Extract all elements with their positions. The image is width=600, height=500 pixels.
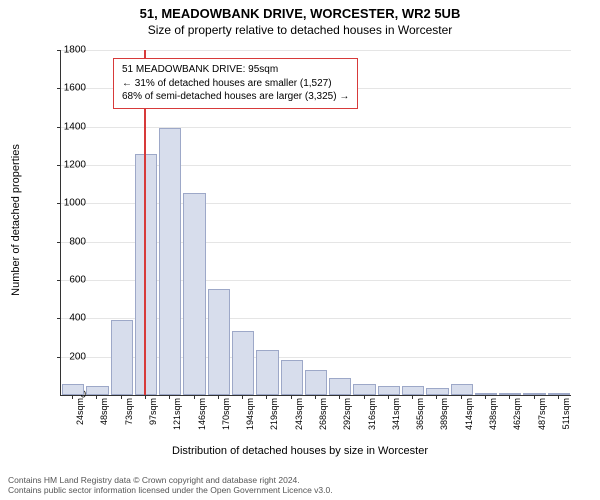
- x-tick-label: 268sqm: [318, 398, 328, 430]
- x-tick-label: 48sqm: [99, 398, 109, 425]
- y-tick-label: 1400: [46, 121, 86, 132]
- x-tick-mark: [72, 395, 73, 399]
- x-tick-mark: [534, 395, 535, 399]
- x-tick-mark: [364, 395, 365, 399]
- x-tick-label: 389sqm: [439, 398, 449, 430]
- histogram-bar: [402, 386, 424, 395]
- histogram-bar: [232, 331, 254, 395]
- histogram-bar: [256, 350, 278, 395]
- x-tick-mark: [412, 395, 413, 399]
- chart-container: 51, MEADOWBANK DRIVE, WORCESTER, WR2 5UB…: [0, 0, 600, 500]
- x-tick-label: 438sqm: [488, 398, 498, 430]
- x-tick-mark: [315, 395, 316, 399]
- y-tick-label: 400: [46, 313, 86, 324]
- histogram-bar: [281, 360, 303, 395]
- grid-line: [61, 127, 571, 128]
- annotation-line-3: 68% of semi-detached houses are larger (…: [122, 90, 349, 104]
- annotation-line-2: ← 31% of detached houses are smaller (1,…: [122, 77, 349, 91]
- y-tick-label: 200: [46, 351, 86, 362]
- x-tick-mark: [485, 395, 486, 399]
- x-tick-label: 316sqm: [367, 398, 377, 430]
- histogram-bar: [353, 384, 375, 396]
- annotation-box: 51 MEADOWBANK DRIVE: 95sqm ← 31% of deta…: [113, 58, 358, 109]
- y-tick-label: 1600: [46, 83, 86, 94]
- histogram-bar: [378, 386, 400, 395]
- x-tick-mark: [194, 395, 195, 399]
- x-tick-label: 121sqm: [172, 398, 182, 430]
- x-tick-mark: [291, 395, 292, 399]
- histogram-bar: [111, 320, 133, 395]
- histogram-bar: [62, 384, 84, 395]
- histogram-bar: [159, 128, 181, 395]
- x-tick-mark: [121, 395, 122, 399]
- y-tick-label: 1800: [46, 45, 86, 56]
- x-tick-label: 243sqm: [294, 398, 304, 430]
- x-tick-label: 146sqm: [197, 398, 207, 430]
- x-axis-label: Distribution of detached houses by size …: [0, 445, 600, 457]
- histogram-bar: [475, 393, 497, 395]
- x-tick-mark: [218, 395, 219, 399]
- histogram-bar: [548, 393, 570, 395]
- x-tick-label: 73sqm: [124, 398, 134, 425]
- x-tick-mark: [388, 395, 389, 399]
- x-tick-mark: [242, 395, 243, 399]
- x-tick-mark: [558, 395, 559, 399]
- plot-area: 51 MEADOWBANK DRIVE: 95sqm ← 31% of deta…: [60, 50, 571, 396]
- footer-line-2: Contains public sector information licen…: [8, 485, 592, 496]
- footer-attribution: Contains HM Land Registry data © Crown c…: [8, 475, 592, 496]
- histogram-bar: [426, 388, 448, 395]
- x-tick-label: 511sqm: [561, 398, 571, 429]
- x-tick-label: 97sqm: [148, 398, 158, 425]
- y-axis-label: Number of detached properties: [10, 144, 22, 296]
- histogram-bar: [329, 378, 351, 395]
- x-tick-label: 487sqm: [537, 398, 547, 430]
- chart-subtitle: Size of property relative to detached ho…: [0, 21, 600, 37]
- x-tick-mark: [266, 395, 267, 399]
- grid-line: [61, 50, 571, 51]
- histogram-bar: [86, 386, 108, 395]
- x-tick-label: 365sqm: [415, 398, 425, 430]
- y-tick-label: 600: [46, 275, 86, 286]
- histogram-bar: [523, 393, 545, 395]
- chart-title: 51, MEADOWBANK DRIVE, WORCESTER, WR2 5UB: [0, 0, 600, 21]
- y-tick-label: 1200: [46, 160, 86, 171]
- histogram-bar: [183, 193, 205, 395]
- x-tick-mark: [339, 395, 340, 399]
- y-tick-label: 800: [46, 236, 86, 247]
- x-tick-label: 341sqm: [391, 398, 401, 430]
- x-tick-label: 219sqm: [269, 398, 279, 430]
- x-tick-label: 170sqm: [221, 398, 231, 430]
- histogram-bar: [135, 154, 157, 395]
- x-tick-label: 24sqm: [75, 398, 85, 425]
- x-tick-mark: [145, 395, 146, 399]
- x-tick-mark: [509, 395, 510, 399]
- histogram-bar: [451, 384, 473, 396]
- x-tick-label: 462sqm: [512, 398, 522, 430]
- y-tick-label: 1000: [46, 198, 86, 209]
- x-tick-label: 194sqm: [245, 398, 255, 430]
- x-tick-label: 414sqm: [464, 398, 474, 430]
- x-tick-mark: [96, 395, 97, 399]
- x-tick-mark: [436, 395, 437, 399]
- histogram-bar: [499, 393, 521, 395]
- footer-line-1: Contains HM Land Registry data © Crown c…: [8, 475, 592, 486]
- annotation-line-1: 51 MEADOWBANK DRIVE: 95sqm: [122, 63, 349, 77]
- x-tick-label: 292sqm: [342, 398, 352, 430]
- x-tick-mark: [461, 395, 462, 399]
- histogram-bar: [208, 289, 230, 395]
- x-tick-mark: [169, 395, 170, 399]
- histogram-bar: [305, 370, 327, 395]
